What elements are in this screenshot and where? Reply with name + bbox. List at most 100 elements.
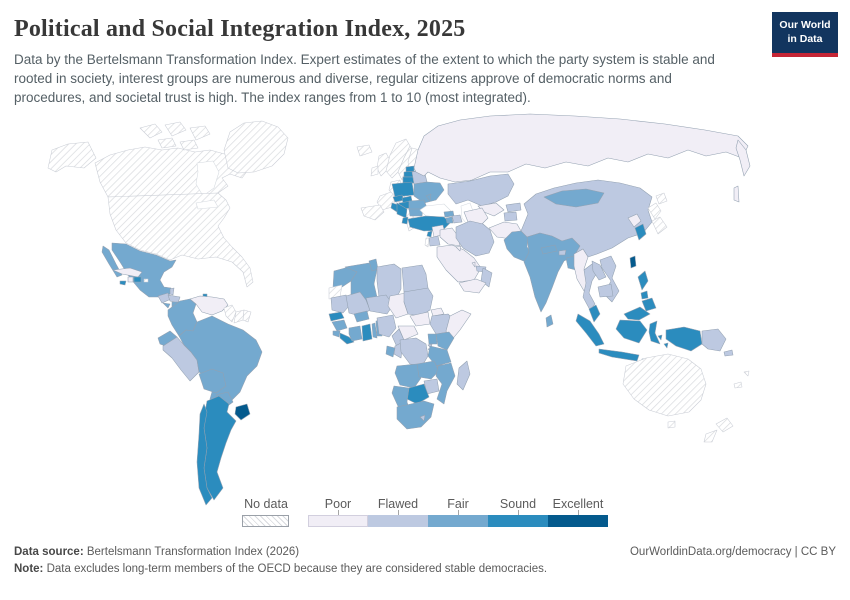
country-north-korea[interactable] (627, 213, 642, 228)
country-egypt[interactable] (401, 264, 429, 293)
country-senegal[interactable] (328, 311, 345, 322)
country-papua[interactable] (665, 326, 703, 352)
country-cambodia[interactable] (597, 283, 614, 298)
country-kyrgyzstan[interactable] (505, 202, 522, 213)
country-ukraine[interactable] (413, 181, 445, 204)
country-arctic-island[interactable] (179, 139, 199, 151)
country-mongolia[interactable] (543, 188, 605, 208)
country-sri-lanka[interactable] (545, 314, 554, 328)
country-kamchatka[interactable] (735, 139, 751, 177)
country-lesotho[interactable] (419, 414, 426, 422)
country-togo[interactable] (371, 322, 378, 339)
country-java[interactable] (598, 348, 640, 362)
country-gabon[interactable] (385, 345, 396, 358)
country-albania[interactable] (401, 216, 409, 225)
country-arctic-island[interactable] (157, 137, 177, 149)
country-fiji[interactable] (743, 370, 750, 377)
country-malaysia-borneo[interactable] (623, 306, 651, 321)
country-zambia[interactable] (416, 360, 440, 380)
country-visayas[interactable] (640, 290, 649, 300)
country-malaysia-peninsula[interactable] (588, 304, 601, 323)
country-bhutan[interactable] (558, 249, 567, 256)
country-taiwan[interactable] (629, 255, 637, 269)
country-australia[interactable] (622, 353, 707, 417)
country-alaska[interactable] (47, 141, 97, 173)
country-jordan[interactable] (428, 235, 441, 247)
country-sierra-leone[interactable] (332, 330, 341, 338)
country-tasmania[interactable] (667, 420, 676, 429)
country-haiti[interactable] (127, 276, 134, 283)
country-uganda[interactable] (427, 333, 438, 345)
country-new-caledonia[interactable] (733, 381, 743, 389)
country-kuwait[interactable] (455, 245, 462, 252)
legend-seg-flawed[interactable] (368, 515, 428, 527)
country-poland[interactable] (391, 181, 415, 198)
country-nigeria[interactable] (376, 314, 397, 338)
country-ghana[interactable] (361, 323, 373, 342)
country-india[interactable] (523, 232, 581, 313)
country-moldova[interactable] (425, 193, 432, 202)
country-japan[interactable] (655, 192, 668, 205)
country-burkina-faso[interactable] (353, 310, 370, 323)
country-mauritania[interactable] (330, 294, 350, 314)
country-russia[interactable] (413, 113, 749, 183)
country-bolivia[interactable] (198, 368, 227, 394)
legend-seg-sound[interactable] (488, 515, 548, 527)
country-tajikistan[interactable] (503, 211, 518, 222)
owid-url-link[interactable]: OurWorldinData.org/democracy | CC BY (629, 546, 836, 558)
country-qatar[interactable] (471, 261, 476, 268)
country-papua-new-guinea[interactable] (701, 328, 727, 352)
country-puerto-rico[interactable] (143, 278, 149, 283)
country-niger[interactable] (365, 294, 394, 315)
country-chile[interactable] (196, 403, 213, 506)
country-el-salvador[interactable] (162, 302, 171, 309)
country-car[interactable] (397, 325, 419, 341)
country-kenya[interactable] (435, 331, 455, 351)
country-spain[interactable] (360, 204, 385, 221)
country-cote-divoire[interactable] (348, 325, 363, 342)
country-baja[interactable] (101, 245, 123, 278)
country-uruguay[interactable] (234, 403, 251, 421)
country-dominican-republic[interactable] (133, 276, 142, 283)
country-madagascar[interactable] (456, 360, 471, 391)
country-ireland[interactable] (370, 165, 379, 177)
country-japan-honshu[interactable] (647, 202, 662, 220)
country-new-zealand-south[interactable] (703, 429, 718, 443)
country-kazakhstan[interactable] (447, 173, 515, 207)
country-south-korea[interactable] (634, 223, 647, 241)
legend-seg-poor[interactable] (308, 515, 368, 527)
country-vietnam[interactable] (599, 255, 620, 303)
country-new-britain[interactable] (723, 349, 734, 357)
legend-seg-fair[interactable] (428, 515, 488, 527)
country-japan-south[interactable] (651, 216, 668, 235)
country-bulgaria[interactable] (408, 208, 424, 217)
country-eritrea[interactable] (430, 307, 445, 317)
country-argentina[interactable] (203, 395, 237, 501)
country-guinea[interactable] (331, 319, 348, 332)
country-azerbaijan[interactable] (451, 214, 463, 224)
country-arctic-island[interactable] (139, 123, 163, 139)
country-sudan[interactable] (403, 287, 434, 317)
country-kalimantan[interactable] (615, 319, 648, 344)
country-new-zealand-north[interactable] (715, 417, 734, 433)
country-sulawesi[interactable] (648, 320, 661, 345)
country-armenia[interactable] (445, 216, 454, 224)
country-arctic-island[interactable] (164, 121, 187, 137)
country-lebanon[interactable] (426, 230, 433, 238)
country-greenland[interactable] (223, 120, 289, 174)
legend-seg-excellent[interactable] (548, 515, 608, 527)
country-sakhalin[interactable] (733, 185, 740, 203)
country-maluku2[interactable] (663, 342, 669, 349)
country-yemen[interactable] (458, 278, 487, 294)
country-guyana[interactable] (223, 304, 237, 323)
country-jamaica[interactable] (119, 280, 127, 286)
country-mozambique[interactable] (435, 362, 456, 405)
country-maluku[interactable] (657, 334, 663, 341)
country-luzon[interactable] (637, 270, 649, 291)
country-arctic-island[interactable] (189, 125, 211, 141)
country-french-guiana[interactable] (242, 309, 252, 323)
no-data-swatch[interactable] (242, 515, 289, 527)
country-mindanao[interactable] (641, 297, 657, 312)
country-somalia[interactable] (445, 309, 472, 343)
